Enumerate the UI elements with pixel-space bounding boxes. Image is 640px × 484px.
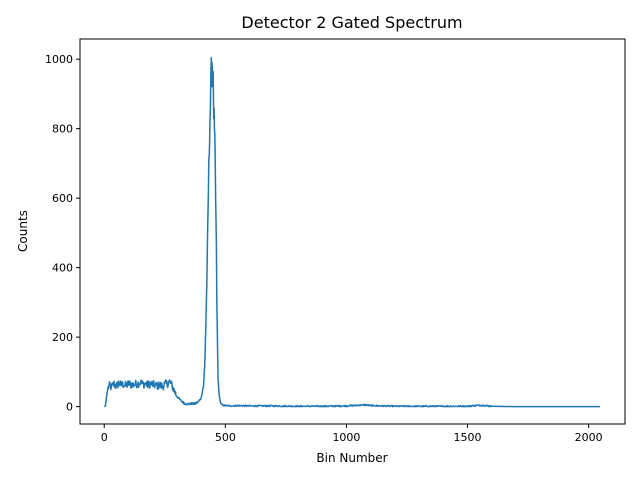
x-tick-label: 1500 — [454, 431, 482, 444]
y-tick-label: 800 — [52, 123, 73, 136]
axes-frame — [79, 38, 626, 425]
x-axis-label: Bin Number — [316, 451, 387, 465]
chart-title: Detector 2 Gated Spectrum — [241, 13, 462, 32]
axes: 0 500 1000 1500 2000 0 200 400 600 800 1000 — [45, 38, 626, 444]
y-tick-label: 0 — [66, 401, 73, 414]
y-tick-label: 200 — [52, 331, 73, 344]
y-tick-label: 600 — [52, 192, 73, 205]
series-line — [103, 56, 601, 408]
plot-area — [103, 56, 601, 408]
y-axis-label: Counts — [16, 210, 30, 252]
x-tick-label: 500 — [215, 431, 236, 444]
y-tick-label: 1000 — [45, 53, 73, 66]
x-tick-label: 0 — [101, 431, 108, 444]
x-tick-label: 2000 — [575, 431, 603, 444]
x-tick-label: 1000 — [332, 431, 360, 444]
y-tick-label: 400 — [52, 262, 73, 275]
